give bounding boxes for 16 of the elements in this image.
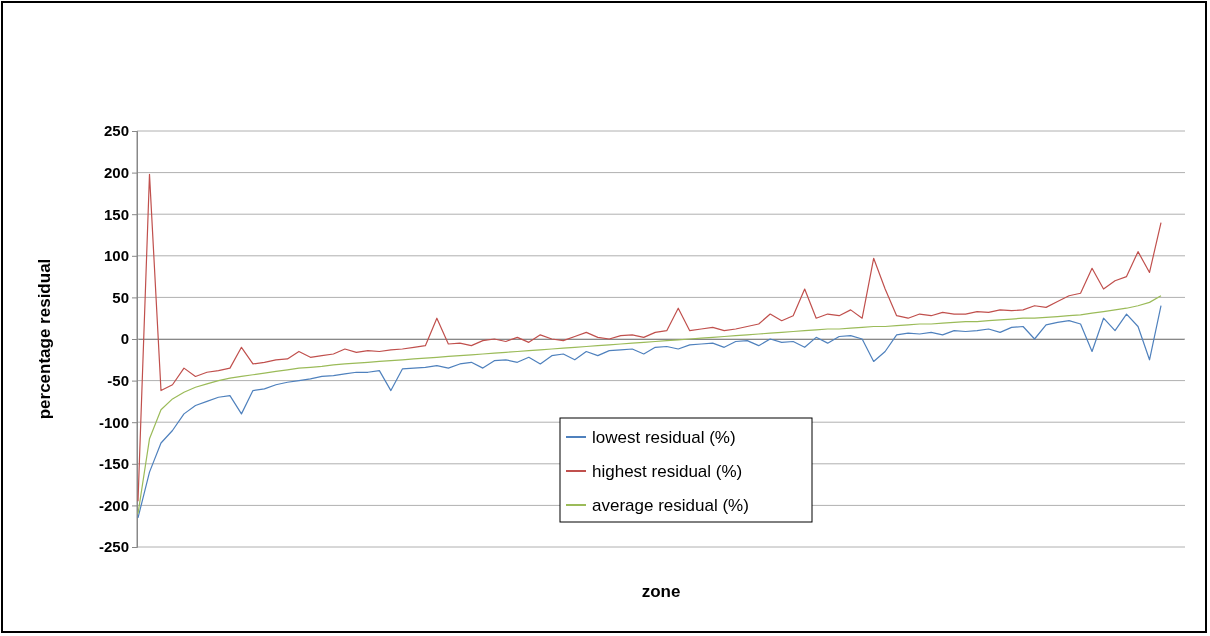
y-tick-label: -50 [107, 371, 129, 389]
y-tick-label: 250 [103, 122, 129, 140]
legend-label: average residual (%) [592, 496, 749, 515]
y-tick-label: -100 [98, 413, 129, 431]
y-tick-label: -200 [98, 496, 129, 514]
legend-label: lowest residual (%) [592, 428, 736, 447]
y-tick-label: 150 [103, 205, 129, 223]
legend-label: highest residual (%) [592, 462, 743, 481]
y-tick-label: -150 [98, 455, 129, 473]
x-axis-title: zone [641, 582, 681, 601]
y-tick-label: 100 [103, 247, 129, 265]
y-tick-label: 0 [120, 330, 129, 348]
y-tick-label: 200 [103, 163, 129, 181]
y-tick-label: -250 [98, 538, 129, 556]
y-tick-label: 50 [112, 288, 129, 306]
y-axis-title: percentage residual [35, 258, 54, 420]
